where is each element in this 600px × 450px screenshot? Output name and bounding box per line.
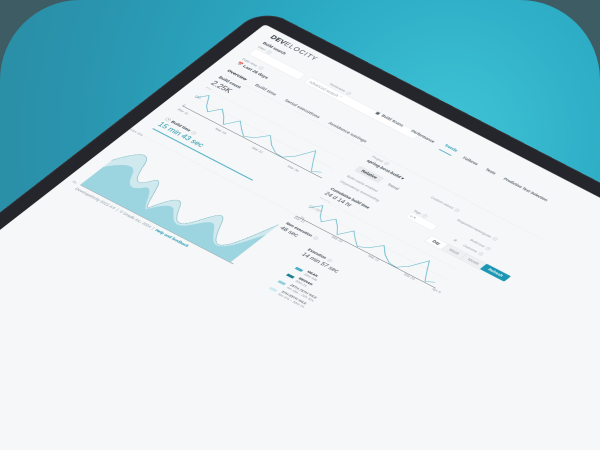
svg-text:0s: 0s: [71, 180, 78, 184]
svg-text:0: 0: [182, 104, 187, 107]
svg-text:21h 11h: 21h 11h: [307, 204, 322, 213]
svg-text:43m 40s: 43m 40s: [128, 128, 144, 137]
